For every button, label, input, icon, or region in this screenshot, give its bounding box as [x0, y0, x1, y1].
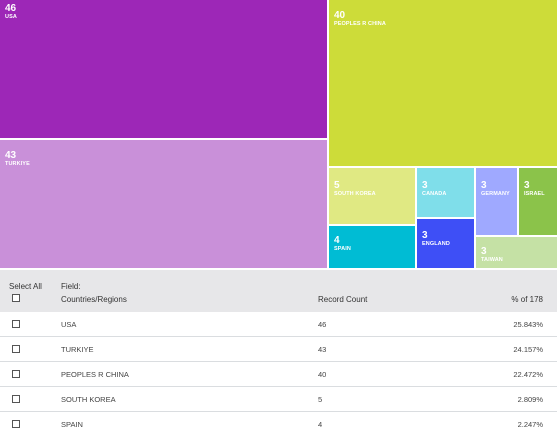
table-row: SOUTH KOREA 5 2.809% — [0, 387, 557, 412]
tile-count: 3 — [481, 246, 487, 257]
tile-label: ENGLAND — [422, 241, 450, 247]
treemap-chart: 46 USA 43 TURKIYE 40 PEOPLES R CHINA 5 S… — [0, 0, 557, 270]
tile-count: 3 — [422, 230, 428, 241]
treemap-tile-taiwan[interactable]: 3 TAIWAN — [476, 237, 557, 268]
row-count: 4 — [318, 419, 323, 429]
tile-count: 5 — [334, 180, 340, 191]
row-count: 5 — [318, 394, 323, 404]
tile-label: PEOPLES R CHINA — [334, 21, 386, 27]
row-name: SPAIN — [61, 419, 83, 429]
treemap-tile-germany[interactable]: 3 GERMANY — [476, 168, 517, 235]
table-row: USA 46 25.843% — [0, 312, 557, 337]
tile-count: 4 — [334, 235, 340, 246]
tile-count: 3 — [422, 180, 428, 191]
tile-label: ISRAEL — [524, 191, 545, 197]
table-row: SPAIN 4 2.247% — [0, 412, 557, 436]
percent-header[interactable]: % of 178 — [511, 295, 543, 304]
row-name: USA — [61, 319, 77, 329]
treemap-tile-peoples-r-china[interactable]: 40 PEOPLES R CHINA — [329, 0, 557, 166]
tile-label: CANADA — [422, 191, 447, 197]
treemap-tile-canada[interactable]: 3 CANADA — [417, 168, 474, 217]
field-label: Field: — [61, 282, 81, 291]
tile-label: SOUTH KOREA — [334, 191, 376, 197]
row-checkbox[interactable] — [12, 320, 20, 328]
row-count: 46 — [318, 319, 327, 329]
row-checkbox[interactable] — [12, 395, 20, 403]
field-name-header[interactable]: Countries/Regions — [61, 295, 127, 304]
tile-count: 3 — [524, 180, 530, 191]
tile-count: 40 — [334, 10, 346, 21]
select-all-checkbox[interactable] — [12, 294, 20, 302]
row-checkbox[interactable] — [12, 370, 20, 378]
row-count: 40 — [318, 369, 327, 379]
treemap-tile-south-korea[interactable]: 5 SOUTH KOREA — [329, 168, 415, 224]
tile-label: USA — [5, 14, 17, 20]
row-count: 43 — [318, 344, 327, 354]
tile-count: 43 — [5, 150, 17, 161]
tile-count: 46 — [5, 3, 17, 14]
row-checkbox[interactable] — [12, 345, 20, 353]
table-row: PEOPLES R CHINA 40 22.472% — [0, 362, 557, 387]
tile-count: 3 — [481, 180, 487, 191]
tile-label: TAIWAN — [481, 257, 503, 263]
row-percent: 2.247% — [517, 419, 543, 429]
row-name: PEOPLES R CHINA — [61, 369, 129, 379]
row-percent: 22.472% — [513, 369, 543, 379]
treemap-tile-england[interactable]: 3 ENGLAND — [417, 219, 474, 268]
treemap-tile-usa[interactable]: 46 USA — [0, 0, 327, 138]
treemap-tile-spain[interactable]: 4 SPAIN — [329, 226, 415, 268]
tile-label: SPAIN — [334, 246, 351, 252]
row-name: SOUTH KOREA — [61, 394, 116, 404]
table-header: Select All Field: Countries/Regions Reco… — [0, 270, 557, 312]
tile-label: GERMANY — [481, 191, 510, 197]
row-percent: 25.843% — [513, 319, 543, 329]
treemap-tile-turkiye[interactable]: 43 TURKIYE — [0, 140, 327, 268]
select-all-label: Select All — [9, 282, 42, 291]
table-row: TURKIYE 43 24.157% — [0, 337, 557, 362]
row-name: TURKIYE — [61, 344, 94, 354]
treemap-tile-israel[interactable]: 3 ISRAEL — [519, 168, 557, 235]
row-percent: 24.157% — [513, 344, 543, 354]
row-checkbox[interactable] — [12, 420, 20, 428]
record-count-header[interactable]: Record Count — [318, 295, 368, 304]
row-percent: 2.809% — [517, 394, 543, 404]
tile-label: TURKIYE — [5, 161, 30, 167]
